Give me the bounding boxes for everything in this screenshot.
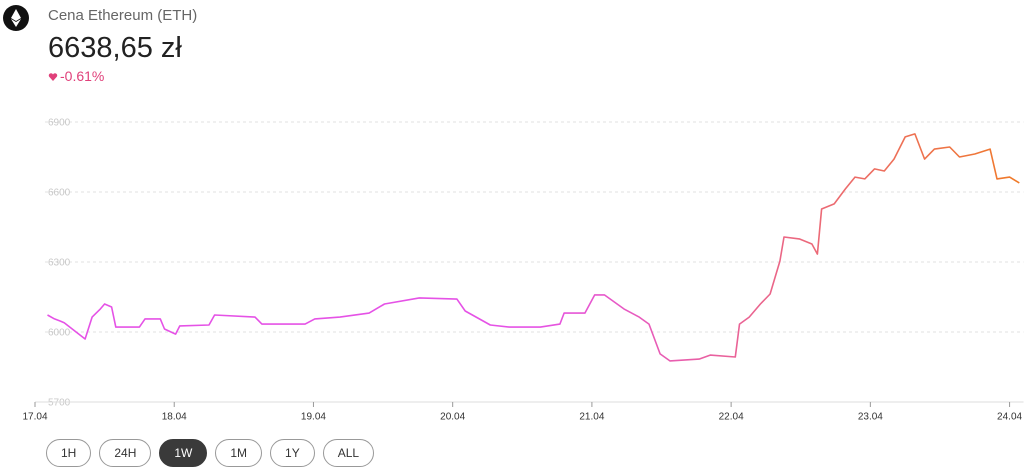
x-tick-label: 17.04 bbox=[22, 412, 47, 423]
x-tick-label: 20.04 bbox=[440, 412, 465, 423]
y-tick-label: 6000 bbox=[48, 328, 71, 339]
y-tick-label: 6900 bbox=[48, 118, 71, 129]
y-tick-label: 6300 bbox=[48, 258, 71, 269]
x-tick-label: 18.04 bbox=[162, 412, 187, 423]
range-button[interactable]: 1W bbox=[159, 439, 208, 467]
range-button[interactable]: 24H bbox=[99, 439, 152, 467]
change: -0.61% bbox=[60, 68, 105, 84]
x-tick-label: 21.04 bbox=[579, 412, 604, 423]
range-buttons: 1H 24H 1W 1M 1Y ALL bbox=[46, 439, 375, 467]
x-tick-label: 23.04 bbox=[858, 412, 883, 423]
range-button[interactable]: 1M bbox=[215, 439, 263, 467]
range-button[interactable]: 1H bbox=[46, 439, 92, 467]
price: 6638,65 zł bbox=[48, 32, 182, 64]
x-tick-label: 19.04 bbox=[301, 412, 326, 423]
range-button[interactable]: ALL bbox=[322, 439, 375, 467]
change-icon bbox=[48, 73, 58, 81]
y-tick-label: 5700 bbox=[48, 398, 71, 409]
y-tick-label: 6600 bbox=[48, 188, 71, 199]
range-button[interactable]: 1Y bbox=[270, 439, 315, 467]
title: Cena Ethereum (ETH) bbox=[48, 7, 198, 24]
x-tick-label: 24.04 bbox=[997, 412, 1022, 423]
price-line bbox=[47, 133, 1020, 362]
eth-icon bbox=[3, 5, 29, 31]
x-tick-label: 22.04 bbox=[719, 412, 744, 423]
